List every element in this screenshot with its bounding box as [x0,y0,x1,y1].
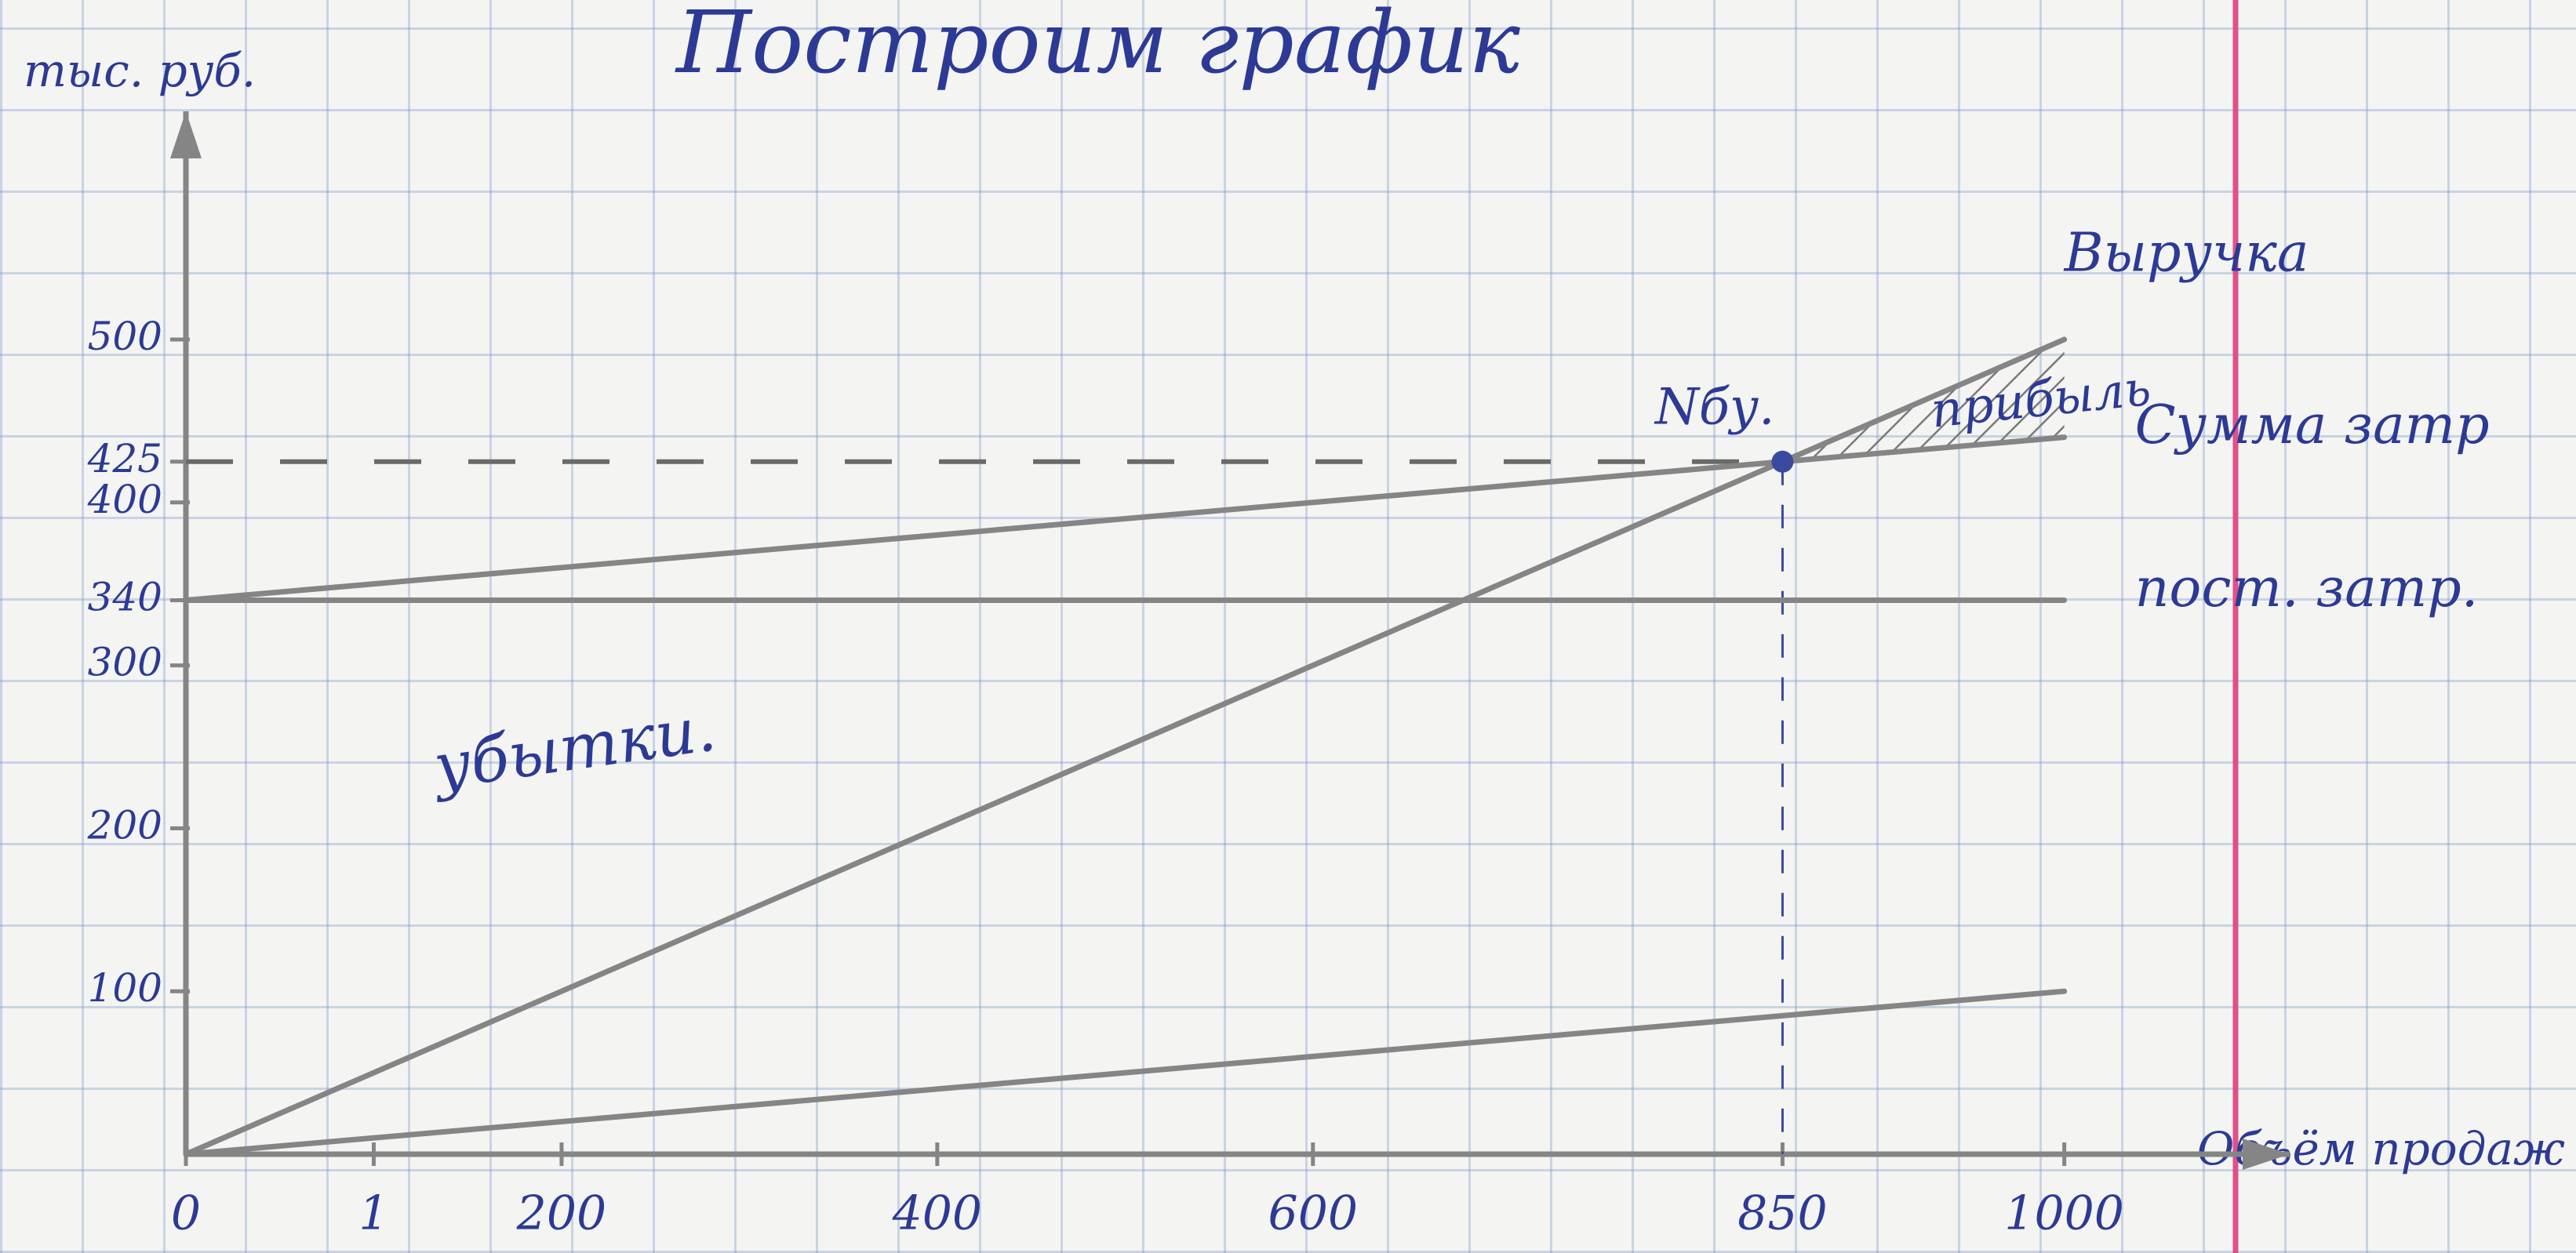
x-tick-label: 1 [358,1186,388,1241]
y-tick-label: 200 [87,802,162,848]
x-tick-label: 600 [1268,1186,1359,1241]
x-tick-label: 200 [516,1186,607,1241]
y-tick-label: 400 [87,477,162,522]
x-tick-label: 850 [1737,1186,1828,1241]
y-tick-label: 425 [87,436,162,481]
series-line [183,988,2068,1157]
y-tick-label: 100 [88,965,162,1011]
break-even-label: Nбу. [1654,378,1775,436]
loss-label: убытки. [428,692,720,804]
x-axis-arrow [2243,1139,2290,1170]
x-tick-label: 400 [892,1186,983,1241]
y-axis-arrow [170,111,202,158]
y-tick-label: 500 [88,314,162,359]
x-tick-label: 1000 [2004,1186,2124,1241]
series-label: Выручка [2063,222,2309,284]
profit-label: прибыль [1928,359,2153,439]
y-tick-label: 300 [88,640,162,685]
break-even-point [1771,450,1794,473]
chart-title: Построим график [675,0,1520,93]
series-label: пост. затр. [2135,557,2479,619]
series-label: Сумма затр [2135,394,2490,456]
y-axis-label: тыс. руб. [24,44,256,97]
y-tick-label: 340 [88,574,162,619]
x-tick-label: 0 [171,1186,201,1241]
